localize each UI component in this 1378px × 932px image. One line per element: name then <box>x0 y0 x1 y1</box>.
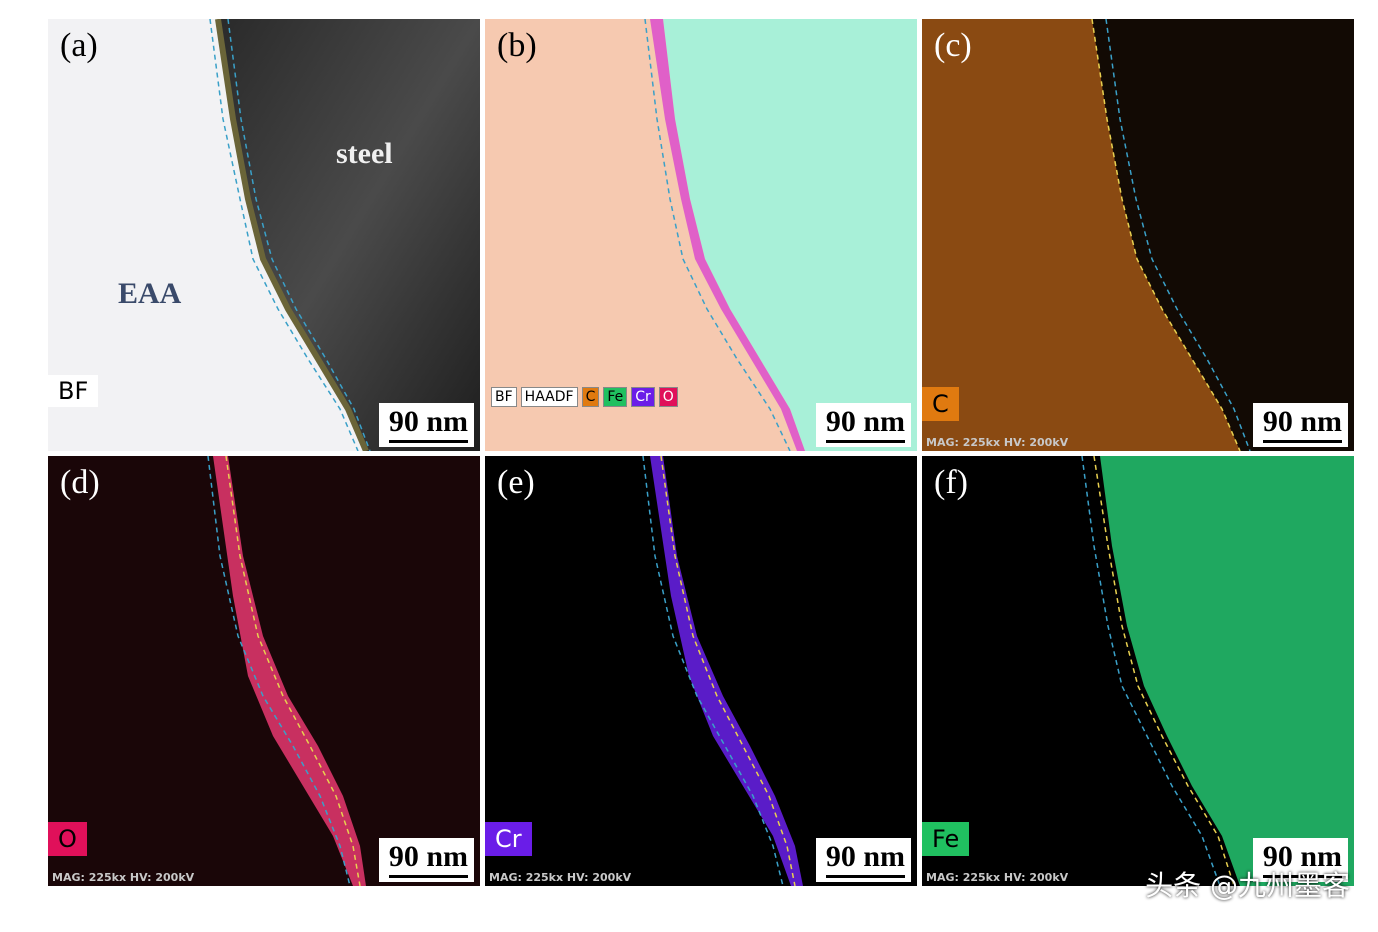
steel-annotation: steel <box>336 137 393 170</box>
panel-label: (d) <box>60 464 100 501</box>
legend-c: C <box>581 387 600 407</box>
legend-cr: Cr <box>631 387 655 407</box>
element-badge-cr: Cr <box>485 822 532 856</box>
panel-a: (a) steel EAA BF 90 nm <box>48 19 480 451</box>
element-legend: BF HAADF C Fe Cr O <box>491 387 678 407</box>
bf-image <box>48 19 480 451</box>
legend-fe: Fe <box>603 387 628 407</box>
eaa-annotation: EAA <box>118 277 182 310</box>
legend-haadf: HAADF <box>520 387 578 407</box>
watermark: 头条 @九州墨客 <box>1145 869 1350 902</box>
chromium-map-image <box>485 456 917 886</box>
acquisition-meta: MAG: 225kx HV: 200kV <box>926 871 1069 884</box>
legend-bf: BF <box>491 387 517 407</box>
legend-o: O <box>658 387 678 407</box>
eds-overlay-image <box>485 19 917 451</box>
panel-label: (e) <box>497 464 535 501</box>
element-badge-o: O <box>48 822 87 856</box>
panel-label: (c) <box>934 27 972 64</box>
panel-label: (b) <box>497 27 537 64</box>
acquisition-meta: MAG: 225kx HV: 200kV <box>926 436 1069 449</box>
panel-label: (a) <box>60 27 98 64</box>
iron-map-image <box>922 456 1354 886</box>
element-badge-c: C <box>922 387 959 421</box>
mode-label: BF <box>48 375 99 407</box>
panel-f: (f) Fe MAG: 225kx HV: 200kV 90 nm <box>922 456 1354 886</box>
scale-bar: 90 nm <box>378 403 474 447</box>
panel-d: (d) O MAG: 225kx HV: 200kV 90 nm <box>48 456 480 886</box>
element-badge-fe: Fe <box>922 822 970 856</box>
panel-c: (c) C MAG: 225kx HV: 200kV 90 nm <box>922 19 1354 451</box>
panel-label: (f) <box>934 464 968 501</box>
scale-bar: 90 nm <box>378 838 474 882</box>
scale-bar: 90 nm <box>815 838 911 882</box>
oxygen-map-image <box>48 456 480 886</box>
scale-bar: 90 nm <box>1252 403 1348 447</box>
panel-e: (e) Cr MAG: 225kx HV: 200kV 90 nm <box>485 456 917 886</box>
scale-bar: 90 nm <box>815 403 911 447</box>
panel-b: (b) BF HAADF C Fe Cr O 90 nm <box>485 19 917 451</box>
scale-bar: 90 nm <box>1252 838 1348 882</box>
acquisition-meta: MAG: 225kx HV: 200kV <box>52 871 195 884</box>
carbon-map-image <box>922 19 1354 451</box>
acquisition-meta: MAG: 225kx HV: 200kV <box>489 871 632 884</box>
